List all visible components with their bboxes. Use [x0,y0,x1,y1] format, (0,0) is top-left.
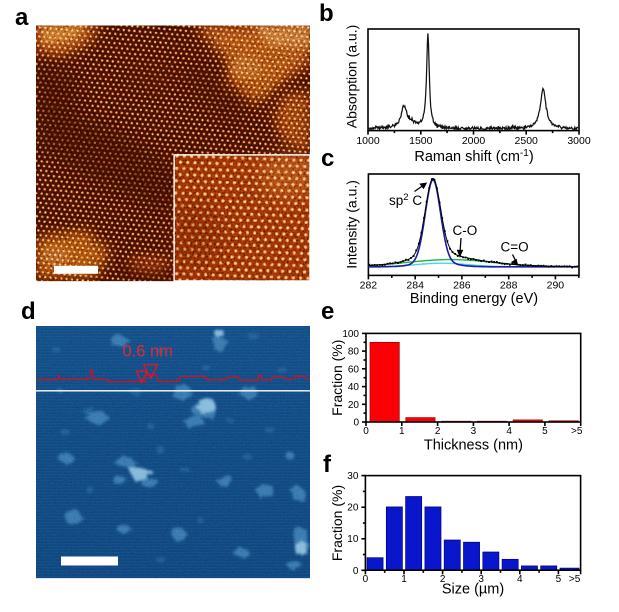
svg-text:Raman shift (cm-1): Raman shift (cm-1) [414,148,533,166]
svg-text:5: 5 [542,426,548,437]
svg-text:Binding energy (eV): Binding energy (eV) [410,291,538,307]
svg-text:288: 288 [500,280,518,292]
svg-text:0: 0 [353,418,359,429]
svg-text:20: 20 [348,400,360,411]
svg-text:Intensity (a.u.): Intensity (a.u.) [344,180,360,269]
svg-text:284: 284 [406,280,424,292]
svg-text:2: 2 [435,426,441,437]
svg-text:60: 60 [348,364,360,375]
svg-text:290: 290 [547,280,565,292]
svg-text:C=O: C=O [501,240,529,255]
svg-text:80: 80 [348,347,360,358]
svg-text:0: 0 [353,566,359,577]
svg-text:4: 4 [517,574,523,585]
svg-text:286: 286 [453,280,471,292]
svg-text:2: 2 [440,574,446,585]
svg-text:20: 20 [347,503,359,514]
svg-text:100: 100 [342,329,359,340]
svg-text:0: 0 [363,574,369,585]
svg-text:Size (µm): Size (µm) [442,582,504,598]
svg-text:10: 10 [347,534,359,545]
svg-text:Fraction (%): Fraction (%) [329,485,345,561]
svg-text:30: 30 [347,471,359,482]
svg-text:1000: 1000 [356,135,380,147]
svg-text:>5: >5 [569,574,581,585]
svg-text:1500: 1500 [409,135,433,147]
svg-text:3000: 3000 [567,135,591,147]
svg-text:40: 40 [348,382,360,393]
svg-text:0.6 nm: 0.6 nm [122,343,172,361]
svg-text:2500: 2500 [515,135,539,147]
svg-text:C-O: C-O [453,223,478,238]
svg-text:0: 0 [363,426,369,437]
svg-text:4: 4 [506,426,512,437]
svg-text:>5: >5 [571,426,583,437]
svg-text:3: 3 [478,574,484,585]
svg-text:Absorption (a.u.): Absorption (a.u.) [344,25,360,129]
svg-text:Thickness (nm): Thickness (nm) [424,438,523,454]
svg-text:2000: 2000 [462,135,486,147]
svg-text:3: 3 [471,426,477,437]
svg-text:1: 1 [399,426,405,437]
svg-text:sp2 C: sp2 C [389,192,422,209]
svg-text:282: 282 [360,280,378,292]
svg-text:Fraction (%): Fraction (%) [329,340,345,416]
svg-text:1: 1 [401,574,407,585]
svg-text:5: 5 [556,574,562,585]
